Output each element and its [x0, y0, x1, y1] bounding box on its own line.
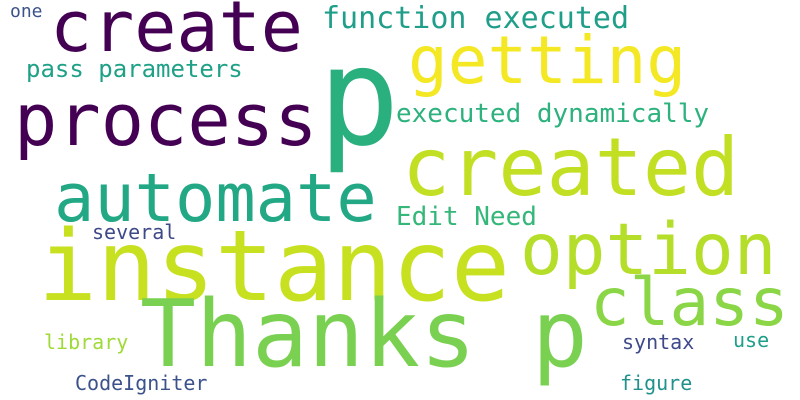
- word-codeigniter: CodeIgniter: [75, 371, 208, 395]
- word-created: created: [402, 121, 740, 214]
- word-figure: figure: [620, 371, 693, 395]
- word-edit-need: Edit Need: [396, 202, 537, 232]
- word-create: create: [50, 0, 303, 68]
- word-automate: automate: [54, 159, 377, 237]
- word-function-executed: function executed: [322, 1, 630, 36]
- word-pass-parameters: pass parameters: [26, 55, 243, 83]
- word-getting: getting: [408, 22, 687, 99]
- word-process: process: [14, 78, 318, 162]
- word-executed-dynamically: executed dynamically: [396, 99, 710, 129]
- word-instance: instance: [38, 210, 511, 324]
- word-thanks-p: Thanks p: [140, 280, 588, 388]
- word-several: several: [92, 220, 177, 244]
- word-option: option: [520, 208, 777, 291]
- word-p: p: [318, 19, 400, 177]
- word-class: class: [590, 264, 789, 341]
- word-use: use: [733, 328, 770, 352]
- word-one: one: [10, 1, 43, 22]
- word-library: library: [44, 330, 129, 354]
- word-syntax: syntax: [622, 330, 695, 354]
